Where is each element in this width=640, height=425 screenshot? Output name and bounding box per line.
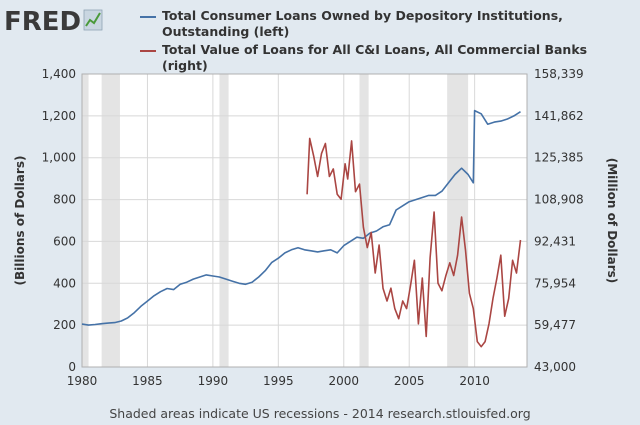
y-right-axis-title: (Million of Dollars) [605,158,619,284]
recession-band [219,74,229,367]
y-right-tick-label: 43,000 [534,360,576,374]
y-left-tick-label: 0 [68,360,76,374]
y-left-tick-label: 800 [53,193,76,207]
legend-swatch-ci [140,50,156,52]
x-tick-label: 1995 [263,374,294,388]
legend-swatch-consumer [140,16,156,18]
y-right-tick-label: 141,862 [534,109,584,123]
x-tick-label: 2005 [394,374,425,388]
y-right-tick-label: 108,908 [534,193,584,207]
x-tick-label: 2000 [328,374,359,388]
y-right-tick-label: 75,954 [534,276,576,290]
x-tick-label: 2010 [459,374,490,388]
y-left-axis-title: (Billions of Dollars) [13,156,27,286]
x-tick-label: 1990 [198,374,229,388]
legend-label-consumer: Total Consumer Loans Owned by Depository… [162,8,563,39]
legend-item-ci-loans[interactable]: Total Value of Loans for All C&I Loans, … [140,42,635,74]
series-line-consumer-loans [81,109,521,326]
y-left-tick-label: 1,000 [42,151,76,165]
y-right-tick-label: 59,477 [534,318,576,332]
x-tick-label: 1985 [132,374,163,388]
recession-band [447,74,469,367]
y-left-tick-label: 1,400 [42,67,76,81]
y-right-tick-label: 158,339 [534,67,584,81]
legend-item-consumer-loans[interactable]: Total Consumer Loans Owned by Depository… [140,8,635,40]
legend: Total Consumer Loans Owned by Depository… [140,8,635,76]
x-tick-label: 1980 [67,374,98,388]
recession-band [359,74,369,367]
y-left-tick-label: 200 [53,318,76,332]
brand-text: FRED [4,7,81,36]
y-right-tick-label: 92,431 [534,234,576,248]
y-left-tick-label: 400 [53,276,76,290]
series-line-ci-loans [306,137,522,348]
recession-band [101,74,120,367]
fred-logo[interactable]: FRED [4,4,104,37]
y-left-tick-label: 600 [53,234,76,248]
recession-band [82,74,89,367]
fred-graph-icon [83,9,103,31]
plot-border [81,73,528,368]
y-left-tick-label: 1,200 [42,109,76,123]
footer-note: Shaded areas indicate US recessions - 20… [109,406,531,421]
y-right-tick-label: 125,385 [534,151,584,165]
legend-label-ci: Total Value of Loans for All C&I Loans, … [162,42,588,73]
